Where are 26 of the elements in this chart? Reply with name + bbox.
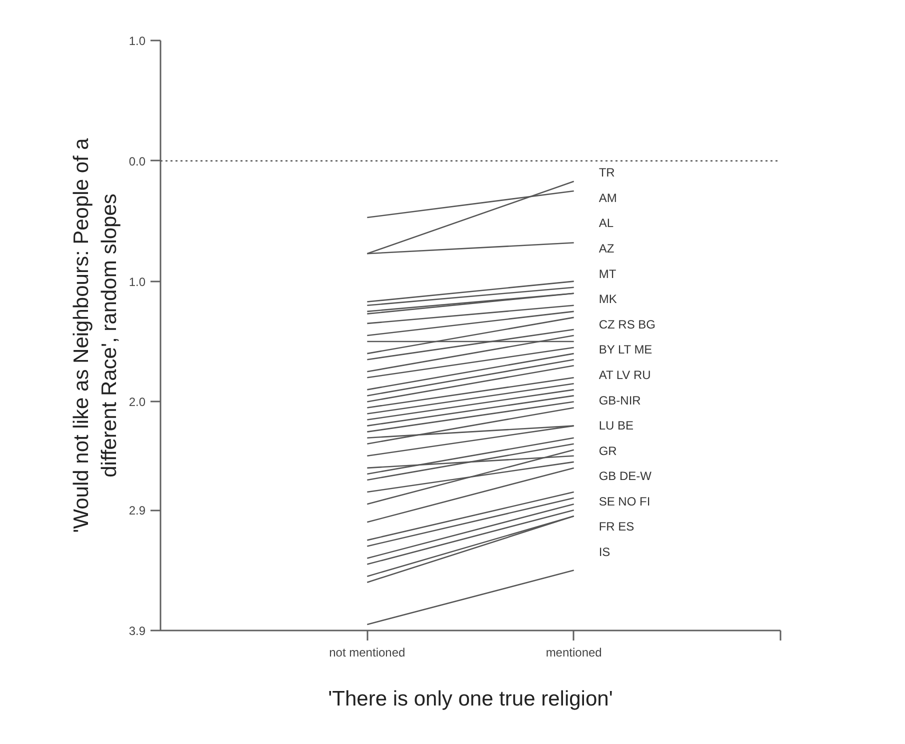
annotation: GB DE-W [598,469,652,484]
annotation: SE NO FI [598,494,650,508]
annotation: FR ES [598,520,634,534]
y-tick-label: 2.9 [128,504,146,518]
annotation: AL [598,216,614,230]
y-tick-label: 1.0 [128,274,146,289]
annotation: GB-NIR [598,393,642,408]
annotation: GR [598,444,618,458]
annotation: MK [598,292,617,306]
y-axis-title: 'Would not like as Neighbours: People of a different Race', random slopes [70,138,121,533]
annotation: BY LT ME [598,342,652,357]
y-tick-label: 3.9 [128,624,146,638]
annotation: AT LV RU [598,368,651,382]
annotation: LU BE [598,418,634,433]
annotation: AM [598,190,617,205]
annotation: CZ RS BG [598,317,656,332]
x-tick-label: mentioned [546,646,602,660]
x-axis-title: 'There is only one true religion' [328,688,613,710]
x-tick-label: not mentioned [329,646,406,660]
y-tick-label: 1.0 [128,34,146,48]
annotation: IS [598,545,610,560]
y-tick-label: 2.0 [128,395,146,410]
annotation: TR [598,166,616,180]
annotation: MT [598,266,617,281]
annotation: AZ [598,242,614,256]
y-tick-label: 0.0 [128,154,146,168]
